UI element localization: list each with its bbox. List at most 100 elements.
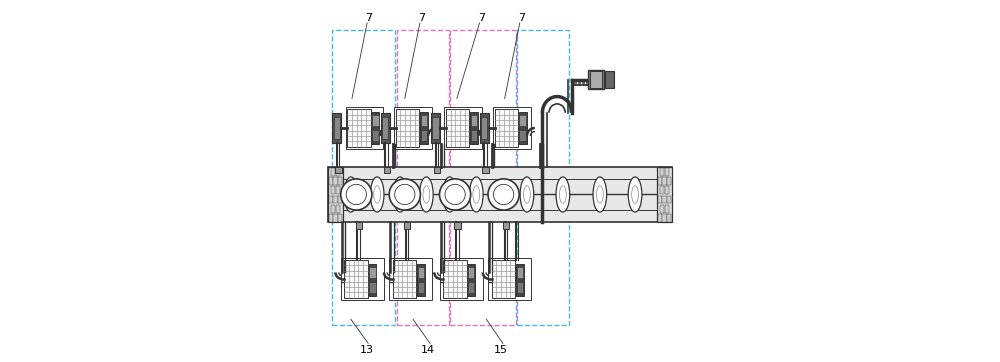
Bar — [480, 113, 489, 143]
Bar — [660, 205, 664, 212]
Bar — [418, 267, 424, 278]
Ellipse shape — [559, 186, 566, 203]
Bar — [519, 115, 526, 126]
Bar — [356, 222, 362, 229]
Bar — [471, 115, 477, 126]
Bar — [372, 115, 379, 126]
Bar — [517, 267, 523, 278]
Bar — [333, 195, 338, 203]
Text: 7: 7 — [478, 13, 485, 22]
Bar — [658, 177, 662, 185]
Bar — [417, 264, 425, 296]
Bar — [667, 195, 671, 203]
Ellipse shape — [393, 177, 407, 212]
Text: 15: 15 — [494, 345, 508, 355]
Bar — [338, 214, 342, 222]
Bar — [660, 186, 664, 194]
Ellipse shape — [446, 186, 453, 203]
Bar — [662, 214, 667, 222]
Bar — [658, 214, 662, 222]
Bar — [450, 30, 516, 325]
Ellipse shape — [628, 177, 642, 212]
Bar — [404, 222, 410, 229]
Bar — [588, 70, 604, 89]
Bar — [336, 205, 340, 212]
Bar — [369, 282, 376, 293]
Bar — [517, 282, 523, 293]
Bar — [468, 282, 474, 293]
Bar — [431, 113, 440, 143]
Ellipse shape — [395, 184, 415, 205]
Bar — [331, 205, 335, 212]
Bar — [488, 258, 531, 299]
Bar — [665, 168, 669, 176]
Ellipse shape — [524, 186, 530, 203]
Bar — [372, 130, 379, 141]
Bar — [665, 186, 669, 194]
Ellipse shape — [445, 184, 465, 205]
Bar — [657, 167, 672, 222]
Bar — [590, 71, 602, 88]
Ellipse shape — [370, 177, 384, 212]
Bar — [503, 222, 509, 229]
Bar — [493, 108, 531, 149]
Ellipse shape — [440, 179, 471, 210]
Bar — [338, 195, 342, 203]
Bar — [446, 109, 469, 147]
Ellipse shape — [423, 186, 430, 203]
Bar — [665, 205, 669, 212]
Bar — [454, 222, 461, 229]
Bar — [389, 258, 432, 299]
Bar — [331, 168, 335, 176]
Bar — [468, 267, 474, 278]
Bar — [667, 214, 671, 222]
Ellipse shape — [374, 186, 381, 203]
Bar — [371, 112, 379, 144]
Bar — [432, 117, 439, 139]
Bar — [667, 177, 671, 185]
Bar — [519, 130, 526, 141]
Ellipse shape — [397, 186, 404, 203]
Ellipse shape — [344, 177, 358, 212]
Bar — [335, 167, 342, 173]
Ellipse shape — [389, 179, 420, 210]
Bar — [394, 108, 432, 149]
Bar — [341, 258, 384, 299]
Ellipse shape — [473, 186, 480, 203]
Bar — [492, 260, 515, 298]
Bar — [344, 260, 368, 298]
Text: 7: 7 — [518, 13, 525, 22]
Bar — [346, 108, 383, 149]
Bar — [369, 264, 376, 296]
Ellipse shape — [488, 179, 519, 210]
Bar — [338, 177, 342, 185]
Bar — [662, 177, 667, 185]
Bar — [605, 71, 614, 88]
Ellipse shape — [493, 184, 514, 205]
Bar — [328, 167, 343, 222]
Text: 7: 7 — [418, 13, 425, 22]
Bar — [434, 167, 440, 173]
Bar — [440, 258, 483, 299]
Bar — [517, 30, 569, 325]
Bar — [332, 113, 341, 143]
Bar — [331, 186, 335, 194]
Bar — [382, 117, 388, 139]
Bar — [393, 260, 416, 298]
Text: 14: 14 — [421, 345, 435, 355]
Bar — [470, 112, 478, 144]
Ellipse shape — [632, 186, 638, 203]
Bar — [418, 282, 424, 293]
Bar — [443, 260, 467, 298]
Ellipse shape — [348, 186, 354, 203]
Bar — [336, 186, 340, 194]
Bar — [420, 112, 428, 144]
Bar — [519, 112, 527, 144]
Ellipse shape — [593, 177, 607, 212]
Bar — [658, 195, 662, 203]
Bar — [397, 30, 449, 325]
Bar — [336, 168, 340, 176]
Bar — [471, 130, 477, 141]
Bar — [329, 214, 333, 222]
Bar — [396, 109, 419, 147]
